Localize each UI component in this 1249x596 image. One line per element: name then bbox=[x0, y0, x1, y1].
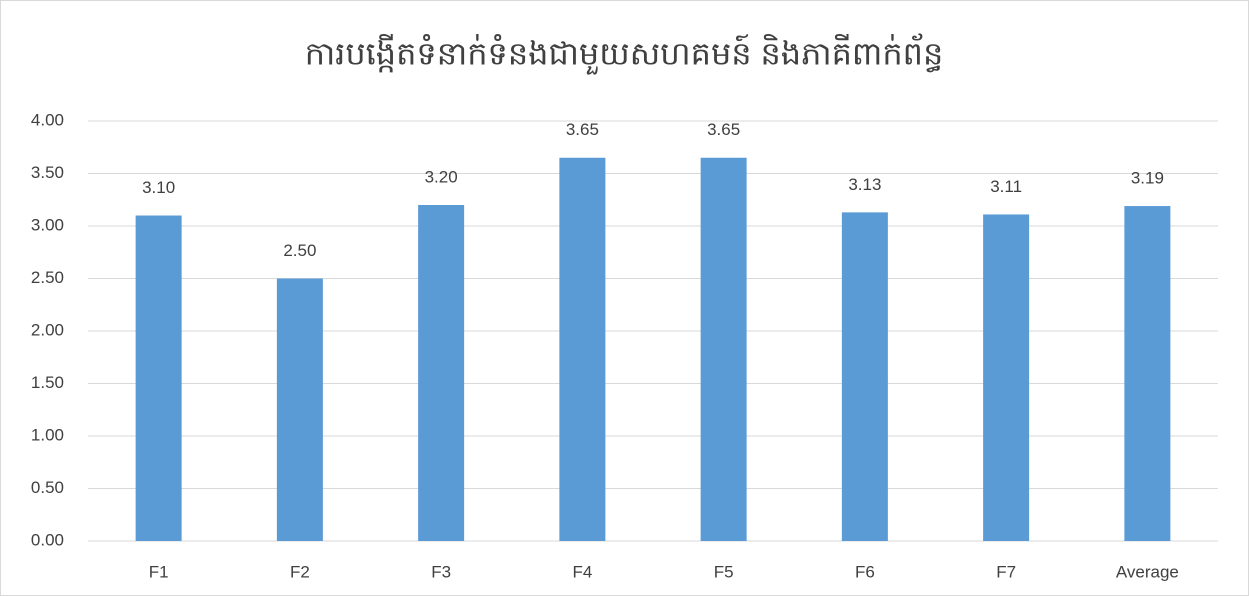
data-label: 3.10 bbox=[142, 178, 175, 197]
bar bbox=[1124, 206, 1171, 542]
x-tick-label: F6 bbox=[855, 562, 875, 581]
y-tick-label: 1.50 bbox=[31, 373, 64, 392]
x-tick-label: F3 bbox=[431, 562, 451, 581]
bar bbox=[559, 157, 606, 541]
y-tick-label: 3.50 bbox=[31, 163, 64, 182]
x-tick-label: F2 bbox=[290, 562, 310, 581]
y-tick-label: 3.00 bbox=[31, 215, 64, 234]
x-tick-label: F7 bbox=[996, 562, 1016, 581]
y-tick-label: 0.50 bbox=[31, 478, 64, 497]
data-label: 3.20 bbox=[425, 167, 458, 186]
bar bbox=[700, 157, 747, 541]
y-tick-label: 0.00 bbox=[31, 530, 64, 549]
y-tick-label: 2.00 bbox=[31, 320, 64, 339]
data-label: 3.65 bbox=[566, 120, 599, 139]
bar bbox=[135, 215, 182, 541]
data-label: 3.11 bbox=[990, 177, 1022, 196]
bar bbox=[983, 214, 1030, 541]
x-tick-label: Average bbox=[1116, 562, 1179, 581]
data-label: 3.13 bbox=[848, 175, 881, 194]
bar bbox=[418, 205, 465, 541]
x-tick-label: F1 bbox=[149, 562, 169, 581]
data-label: 3.19 bbox=[1131, 169, 1164, 188]
data-label: 2.50 bbox=[283, 241, 316, 260]
y-tick-label: 1.00 bbox=[31, 425, 64, 444]
x-tick-label: F5 bbox=[714, 562, 734, 581]
y-tick-label: 4.00 bbox=[31, 110, 64, 129]
data-label: 3.65 bbox=[707, 120, 740, 139]
y-tick-label: 2.50 bbox=[31, 268, 64, 287]
bar bbox=[841, 212, 888, 541]
bar bbox=[276, 278, 323, 541]
x-tick-label: F4 bbox=[572, 562, 592, 581]
chart-title: ការបង្កើតទំនាក់ទំនងជាមួយសហគមន៍ និងភាគីពា… bbox=[305, 32, 944, 75]
